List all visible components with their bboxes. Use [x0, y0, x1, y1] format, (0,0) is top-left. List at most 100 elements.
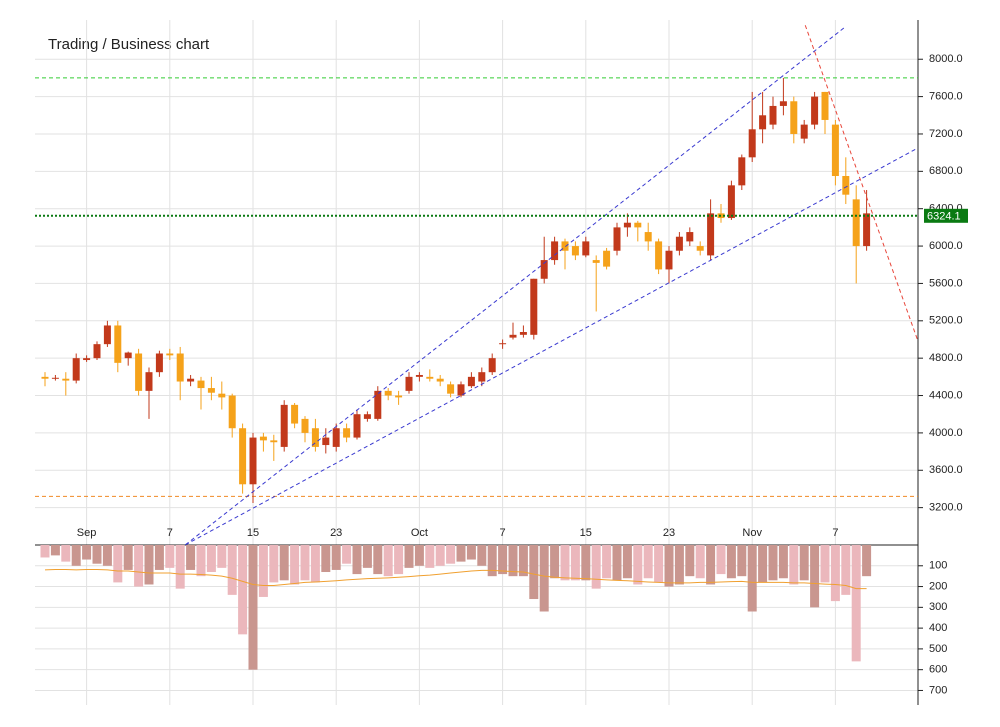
volume-bar [550, 545, 560, 579]
candle-body [176, 353, 184, 382]
volume-bar [206, 545, 216, 573]
candle-body [83, 358, 91, 361]
volume-bar [342, 545, 352, 564]
volume-bar [352, 545, 362, 575]
volume-bar [310, 545, 320, 583]
volume-bar [373, 545, 383, 575]
volume-bar [477, 545, 487, 566]
candle-body [800, 124, 808, 139]
volume-bar [643, 545, 653, 579]
candle-body [519, 332, 527, 335]
volume-bar [186, 545, 196, 570]
y2-tick-label: 600 [929, 664, 947, 676]
volume-bar [591, 545, 601, 589]
volume-bar [758, 545, 768, 583]
candle-body [93, 344, 101, 359]
x-tick-label: Sep [77, 527, 97, 539]
x-tick-label: Nov [742, 527, 762, 539]
candle-body [228, 395, 236, 429]
volume-ma-line [44, 569, 867, 590]
y2-tick-label: 700 [929, 684, 947, 696]
candle-body [155, 353, 163, 373]
volume-bar [404, 545, 414, 568]
y-tick-label: 7200.0 [929, 128, 963, 140]
candle-body [727, 185, 735, 219]
volume-bar [695, 545, 705, 579]
volume-bar [383, 545, 393, 577]
volume-bar [612, 545, 622, 581]
candle-body [395, 395, 403, 398]
candle-body [457, 384, 465, 396]
y2-tick-label: 200 [929, 580, 947, 592]
candle-body [322, 437, 330, 446]
y-tick-label: 4400.0 [929, 389, 963, 401]
volume-bar [622, 545, 632, 579]
candle-body [280, 404, 288, 447]
x-tick-label: 7 [167, 527, 173, 539]
volume-bar [175, 545, 185, 589]
volume-bar [279, 545, 289, 581]
candle-body [72, 358, 80, 381]
candle-body [353, 414, 361, 438]
candle-body [779, 101, 787, 106]
volume-bar [456, 545, 466, 562]
candle-body [436, 378, 444, 382]
candle-body [447, 384, 455, 394]
volume-bar [539, 545, 549, 612]
y-tick-label: 4800.0 [929, 352, 963, 364]
y-tick-label: 7600.0 [929, 91, 963, 103]
volume-bar [435, 545, 445, 566]
y-tick-label: 6000.0 [929, 240, 963, 252]
volume-bar [716, 545, 726, 575]
trend-line [804, 25, 918, 341]
volume-bar [581, 545, 591, 581]
candle-body [811, 96, 819, 125]
volume-bar [144, 545, 154, 585]
volume-bar [40, 545, 50, 558]
volume-bar [134, 545, 144, 587]
candle-body [655, 241, 663, 270]
candle-body [738, 157, 746, 186]
volume-bar [154, 545, 164, 570]
volume-bar [331, 545, 341, 570]
candle-body [530, 278, 538, 335]
candle-body [259, 436, 267, 441]
candle-body [332, 428, 340, 447]
candle-body [863, 213, 871, 247]
candle-body [207, 388, 215, 393]
candle-body [675, 236, 683, 251]
volume-bar [269, 545, 279, 583]
y2-tick-label: 400 [929, 622, 947, 634]
candle-body [124, 352, 132, 359]
trend-line [185, 147, 918, 545]
y-tick-label: 4000.0 [929, 427, 963, 439]
candle-body [478, 372, 486, 382]
candle-body [291, 404, 299, 424]
volume-bar [92, 545, 102, 564]
candle-body [509, 334, 517, 338]
volume-bar [123, 545, 133, 570]
candle-body [249, 437, 257, 485]
candle-body [696, 246, 704, 251]
volume-bar [726, 545, 736, 579]
candle-body [488, 358, 496, 373]
y2-tick-label: 300 [929, 601, 947, 613]
candle-body [759, 115, 767, 130]
candle-body [41, 376, 49, 379]
volume-bar [321, 545, 331, 573]
price-overlays [35, 77, 918, 503]
candle-body [343, 428, 351, 438]
volume-bar [560, 545, 570, 581]
candle-body [665, 250, 673, 270]
volume-bar [602, 545, 612, 579]
volume-bar [425, 545, 435, 568]
candle-body [218, 393, 226, 398]
candle-body [114, 325, 122, 363]
x-tick-label: 7 [500, 527, 506, 539]
y-tick-label: 8000.0 [929, 53, 963, 65]
candle-body [790, 101, 798, 134]
volume-bar [466, 545, 476, 560]
volume-bar [196, 545, 206, 577]
volume-bar [300, 545, 310, 581]
